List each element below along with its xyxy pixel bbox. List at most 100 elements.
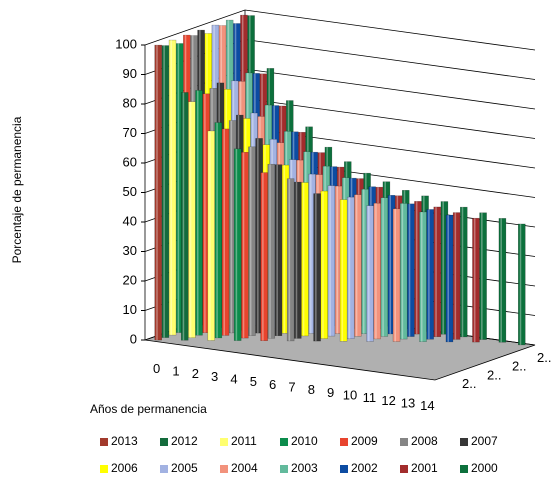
bar-highlight xyxy=(461,207,464,337)
y-tick-label: 90 xyxy=(123,66,137,81)
x-tick-label: 1 xyxy=(172,363,179,378)
legend-swatch xyxy=(280,438,288,446)
bar xyxy=(452,212,461,340)
bar-highlight xyxy=(197,90,199,336)
legend-label: 2010 xyxy=(291,434,318,448)
bar xyxy=(433,206,442,337)
legend-swatch xyxy=(100,465,108,473)
bar-highlight xyxy=(257,138,259,334)
legend-swatch xyxy=(340,465,348,473)
bar xyxy=(407,203,415,337)
bar-highlight xyxy=(156,45,158,341)
bar-highlight xyxy=(341,199,344,342)
bar xyxy=(260,172,268,341)
legend-swatch xyxy=(220,438,228,446)
bar xyxy=(301,182,309,337)
x-tick-label: 2 xyxy=(192,366,199,381)
bar-highlight xyxy=(368,205,370,342)
x-tick-label: 9 xyxy=(327,385,334,400)
x-tick-label: 14 xyxy=(420,398,434,413)
bar-highlight xyxy=(170,40,173,336)
bar-highlight xyxy=(235,148,238,341)
y-tick-label: 60 xyxy=(123,154,137,169)
x-tick-label: 3 xyxy=(211,369,218,384)
legend-swatch xyxy=(160,438,168,446)
y-tick-label: 100 xyxy=(115,36,137,51)
bar xyxy=(248,146,256,336)
bar-highlight xyxy=(394,208,397,342)
bar-highlight xyxy=(329,185,331,337)
bar-highlight xyxy=(348,197,351,339)
bar xyxy=(366,205,374,342)
grid-line xyxy=(144,9,536,51)
y-tick-label: 80 xyxy=(123,95,137,110)
bar xyxy=(195,90,203,336)
legend-swatch xyxy=(460,465,468,473)
x-tick-label: 11 xyxy=(363,390,377,405)
x-tick-label: 4 xyxy=(230,371,237,386)
bar-highlight xyxy=(177,43,180,333)
y-tick-label: 40 xyxy=(123,213,137,228)
legend-swatch xyxy=(400,465,408,473)
bar xyxy=(161,45,170,338)
x-tick-label: 0 xyxy=(153,361,160,376)
bar-highlight xyxy=(447,215,449,342)
depth-label: 2.. xyxy=(537,350,551,365)
bar-highlight xyxy=(249,146,252,336)
y-tick-label: 10 xyxy=(123,302,137,317)
y-tick-label: 0 xyxy=(130,331,137,346)
y-tick-label: 50 xyxy=(123,184,137,199)
bar-highlight xyxy=(363,189,365,334)
bar xyxy=(339,199,348,342)
bar xyxy=(188,101,196,338)
legend-label: 2013 xyxy=(111,434,138,448)
bar-highlight xyxy=(182,92,185,341)
bar xyxy=(472,217,480,343)
bar-highlight xyxy=(288,178,291,341)
bar xyxy=(346,196,355,339)
bar xyxy=(399,203,408,340)
depth-label: 2.. xyxy=(462,376,476,391)
bar xyxy=(373,202,381,340)
legend-swatch xyxy=(280,465,288,473)
bar xyxy=(214,122,223,339)
bar xyxy=(354,194,362,337)
bar-highlight xyxy=(428,209,430,340)
bar-highlight xyxy=(283,165,286,334)
legend-label: 2011 xyxy=(231,434,257,448)
bar-highlight xyxy=(310,174,312,334)
bar xyxy=(392,208,401,342)
bar-highlight xyxy=(519,223,522,345)
legend-label: 2002 xyxy=(351,461,378,475)
x-tick-label: 8 xyxy=(308,382,315,397)
legend-label: 2009 xyxy=(351,434,378,448)
legend-label: 2006 xyxy=(111,461,138,475)
x-axis-label: Años de permanencia xyxy=(90,402,207,416)
bar-highlight xyxy=(262,172,264,341)
bar xyxy=(419,211,427,342)
bar xyxy=(241,151,249,339)
legend-swatch xyxy=(100,438,108,446)
bar-highlight xyxy=(269,164,271,339)
bar-highlight xyxy=(209,130,211,341)
bar xyxy=(426,209,434,340)
y-tick-label: 70 xyxy=(123,125,137,140)
x-tick-label: 5 xyxy=(250,374,257,389)
bar-highlight xyxy=(382,197,384,337)
legend-swatch xyxy=(340,438,348,446)
depth-label: 2.. xyxy=(487,367,501,382)
bar-highlight xyxy=(481,212,483,340)
bar-highlight xyxy=(454,212,457,340)
legend-swatch xyxy=(160,465,168,473)
legend-label: 2008 xyxy=(411,434,438,448)
bar-highlight xyxy=(500,218,502,343)
legend-swatch xyxy=(400,438,408,446)
bar xyxy=(168,39,177,336)
legend-label: 2004 xyxy=(231,461,258,475)
bar-highlight xyxy=(421,211,423,342)
depth-label: 2.. xyxy=(512,359,526,374)
x-tick-label: 13 xyxy=(401,395,415,410)
bar-highlight xyxy=(473,218,476,343)
bar xyxy=(180,92,189,341)
